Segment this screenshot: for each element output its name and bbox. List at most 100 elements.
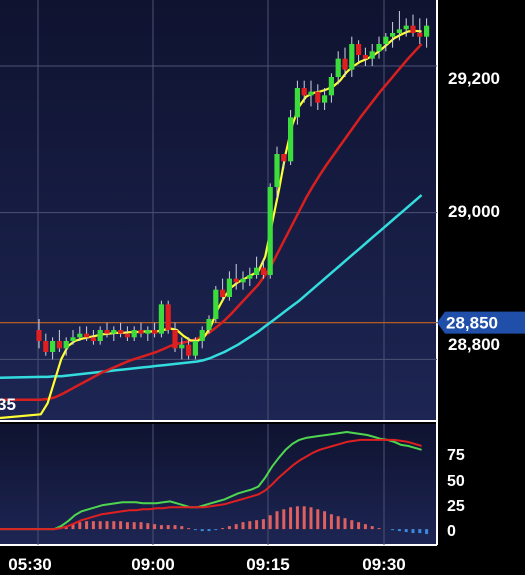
histogram-bar (282, 509, 286, 530)
candle-body (301, 88, 307, 96)
candle-body (376, 44, 382, 52)
oscillator-line-green (0, 431, 422, 531)
price-tick-label: 29,200 (448, 69, 500, 88)
candle-body (213, 289, 219, 319)
histogram-bar (98, 521, 102, 530)
candle-body (104, 330, 110, 334)
histogram-bar (316, 509, 320, 530)
time-tick-label: 05:30 (8, 555, 51, 574)
candle-body (131, 330, 137, 338)
cut-off-price-label: 35 (0, 395, 16, 414)
candle-body (267, 187, 273, 275)
histogram-bar (336, 516, 340, 530)
histogram-bar (248, 521, 252, 530)
histogram-bar (323, 511, 327, 530)
time-tick-label: 09:30 (362, 555, 405, 574)
histogram-bar (159, 525, 163, 530)
histogram-bar (295, 506, 299, 530)
histogram-bar (200, 529, 204, 532)
candle-body (308, 91, 314, 96)
histogram-bar (309, 507, 313, 530)
price-tick-label: 28,800 (448, 335, 500, 354)
candle-body (335, 58, 341, 77)
candle-body (165, 304, 171, 330)
histogram-bar (397, 529, 401, 532)
candle-body (63, 341, 69, 349)
candle-body (294, 88, 300, 118)
candle-body (77, 333, 83, 338)
candle-body (97, 330, 103, 341)
candle-body (84, 333, 90, 338)
candle-body (410, 25, 416, 33)
histogram-bar (105, 521, 109, 530)
histogram-bar (234, 524, 238, 530)
candle-body (43, 341, 49, 352)
osc-tick-label: 75 (447, 447, 465, 464)
histogram-bar (275, 511, 279, 530)
histogram-bar (91, 521, 95, 530)
histogram-bar (425, 529, 429, 535)
candle-body (424, 25, 430, 37)
candle-body (383, 36, 389, 44)
candle-body (274, 154, 280, 187)
osc-tick-label: 50 (447, 473, 465, 490)
candle-body (186, 344, 192, 356)
candle-body (179, 344, 185, 349)
candle-body (220, 289, 226, 297)
histogram-bar (404, 529, 408, 533)
histogram-bar (418, 529, 422, 534)
candle-body (124, 333, 130, 338)
candle-body (260, 267, 266, 275)
candle-body (342, 58, 348, 70)
histogram-bar (85, 521, 89, 530)
time-tick-label: 09:00 (131, 555, 174, 574)
time-tick-label: 09:15 (246, 555, 289, 574)
histogram-bar (289, 507, 293, 530)
current-price-tag: 28,850 (437, 311, 525, 334)
candle-body (192, 341, 198, 356)
histogram-bar (180, 526, 184, 530)
histogram-bar (78, 522, 82, 530)
candle-body (328, 77, 334, 96)
candle-body (226, 278, 232, 297)
histogram-bar (357, 522, 361, 530)
histogram-bar (261, 519, 265, 530)
candle-body (233, 278, 239, 283)
histogram-bar (153, 524, 157, 530)
histogram-bar (166, 525, 170, 530)
histogram-bar (241, 522, 245, 530)
price-tick-label: 29,000 (448, 202, 500, 221)
histogram-bar (112, 521, 116, 530)
histogram-bar (132, 522, 136, 530)
histogram-bar (363, 524, 367, 530)
candle-body (199, 330, 205, 341)
histogram-bar (221, 528, 225, 530)
candle-body (56, 341, 62, 349)
candle-body (50, 341, 56, 352)
histogram-bar (187, 528, 191, 530)
candle-body (349, 44, 355, 70)
candle-body (254, 267, 260, 275)
mid-moving-average-line (0, 43, 423, 401)
histogram-bar (71, 524, 75, 530)
histogram-bar (227, 526, 231, 530)
candle-body (396, 29, 402, 33)
price-tag-label: 28,850 (446, 314, 498, 333)
price-tag-shape (437, 311, 525, 334)
candle-body (362, 55, 368, 59)
candle-body (369, 51, 375, 59)
histogram-bar (173, 525, 177, 530)
candle-body (403, 25, 409, 30)
histogram-bar (343, 518, 347, 530)
candle-body (281, 154, 287, 162)
histogram-bar (139, 522, 143, 530)
histogram-bar (146, 523, 150, 530)
candle-body (152, 330, 158, 334)
candle-body (288, 117, 294, 162)
histogram-bar (214, 529, 218, 531)
oscillator-line-red (0, 438, 422, 531)
candle-body (322, 95, 328, 103)
candle-body (70, 337, 76, 341)
